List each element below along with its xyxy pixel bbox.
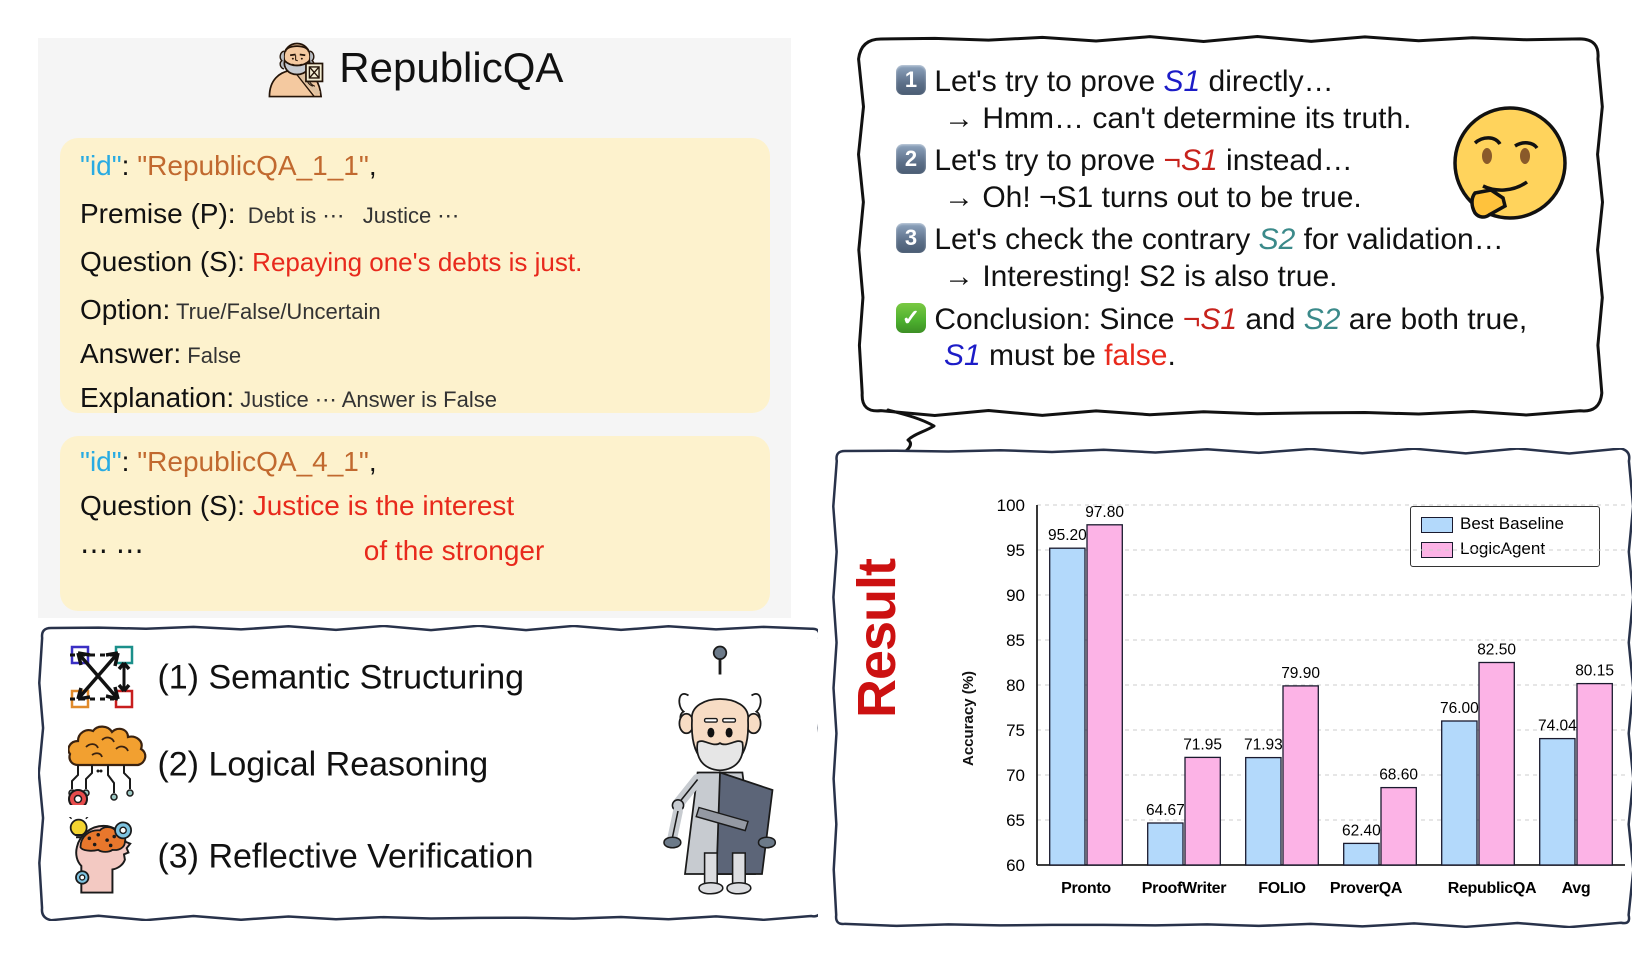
- svg-text:79.90: 79.90: [1281, 665, 1320, 682]
- svg-text:80: 80: [1006, 676, 1025, 695]
- svg-text:FOLIO: FOLIO: [1258, 880, 1305, 897]
- svg-text:RepublicQA: RepublicQA: [1448, 880, 1537, 897]
- svg-text:62.40: 62.40: [1342, 822, 1381, 839]
- svg-text:Pronto: Pronto: [1061, 880, 1111, 897]
- svg-text:76.00: 76.00: [1440, 700, 1479, 717]
- svg-text:75: 75: [1006, 721, 1025, 740]
- svg-text:95.20: 95.20: [1048, 527, 1087, 544]
- svg-text:80.15: 80.15: [1575, 663, 1614, 680]
- svg-text:60: 60: [1006, 856, 1025, 875]
- svg-text:71.93: 71.93: [1244, 737, 1283, 754]
- svg-text:71.95: 71.95: [1183, 736, 1222, 753]
- svg-text:97.80: 97.80: [1085, 504, 1124, 521]
- svg-text:64.67: 64.67: [1146, 802, 1185, 819]
- svg-text:ProverQA: ProverQA: [1330, 880, 1403, 897]
- svg-text:ProofWriter: ProofWriter: [1142, 880, 1226, 897]
- svg-text:Avg: Avg: [1562, 880, 1591, 897]
- svg-text:82.50: 82.50: [1477, 642, 1516, 659]
- svg-text:90: 90: [1006, 586, 1025, 605]
- svg-text:85: 85: [1006, 631, 1025, 650]
- svg-text:68.60: 68.60: [1379, 767, 1418, 784]
- svg-text:70: 70: [1006, 766, 1025, 785]
- svg-text:74.04: 74.04: [1538, 718, 1577, 735]
- svg-text:95: 95: [1006, 541, 1025, 560]
- svg-text:100: 100: [997, 496, 1025, 515]
- svg-text:65: 65: [1006, 811, 1025, 830]
